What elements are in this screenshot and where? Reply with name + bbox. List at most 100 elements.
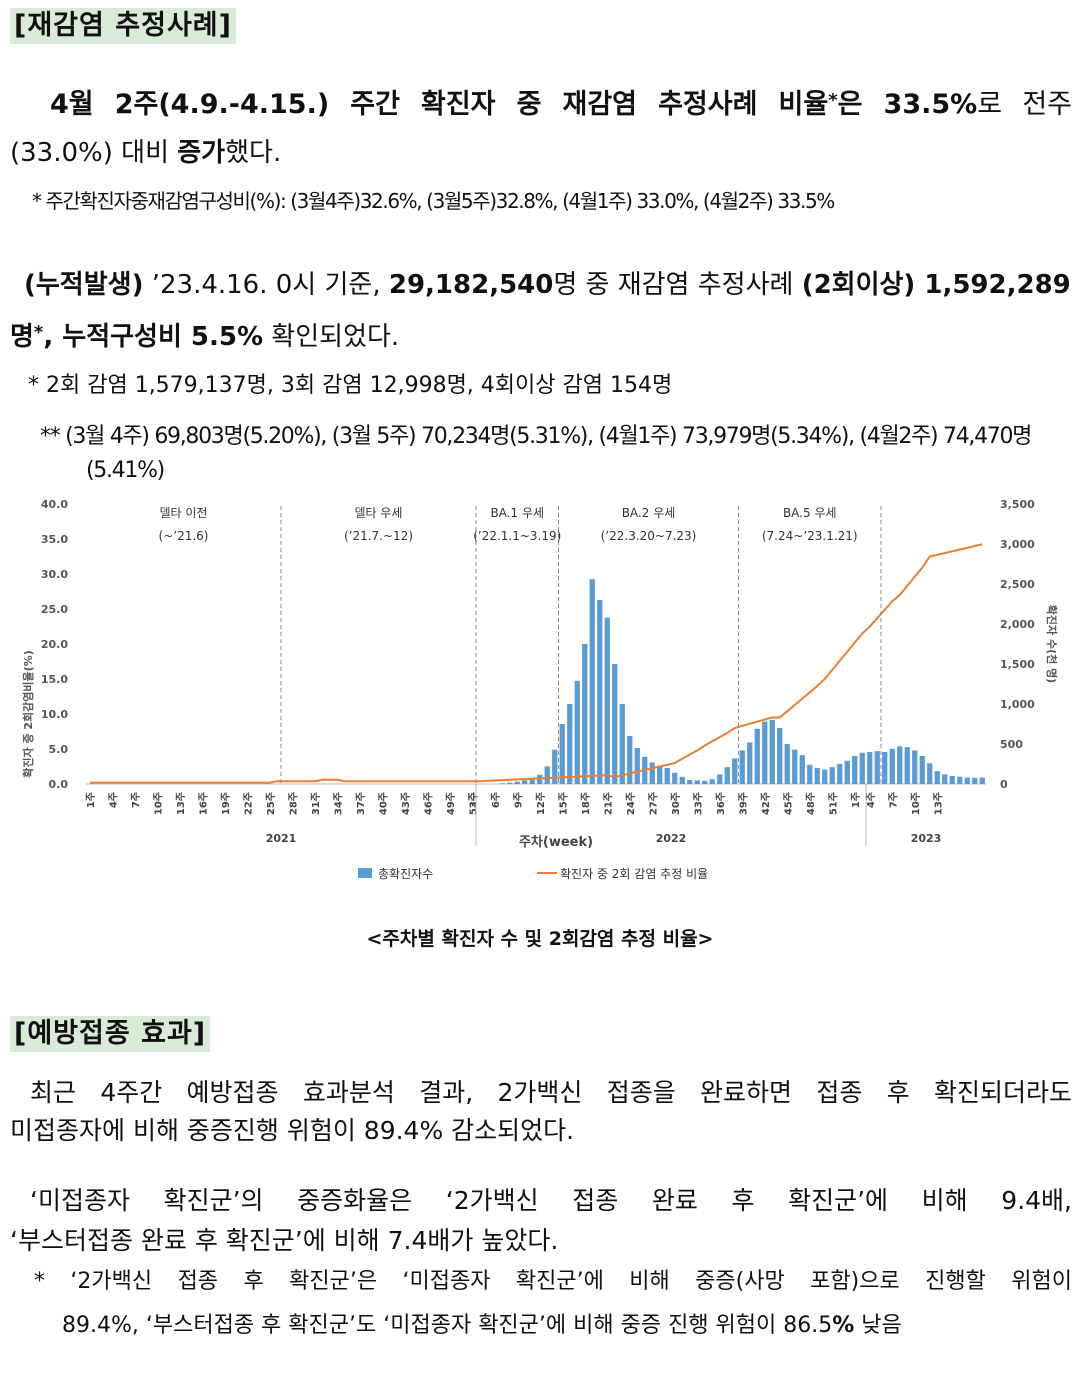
x-tick-label: 3주 xyxy=(467,792,479,808)
bar xyxy=(724,767,730,784)
vaccine-paragraph1-line1: 최근 4주간 예방접종 효과분석 결과, 2가백신 접종을 완료하면 접종 후 … xyxy=(30,1078,1072,1107)
bar xyxy=(559,724,565,784)
vaccine-paragraph2-line1: ‘미접종자 확진군’의 중증화율은 ‘2가백신 접종 완료 후 확진군’에 비해… xyxy=(30,1186,1072,1215)
period-range: (’21.7.~12) xyxy=(344,529,413,543)
left-tick-label: 10.0 xyxy=(41,708,68,721)
vaccine-paragraph1-line2: 미접종자에 비해 중증진행 위험이 89.4% 감소되었다. xyxy=(10,1116,575,1145)
bar xyxy=(942,774,948,784)
weekly-cases-chart: 0.0 5.0 10.0 15.0 20.0 25.0 30.0 35.0 40.0 0 500 1… xyxy=(21,498,1059,881)
bar xyxy=(807,764,813,784)
left-tick-label: 40.0 xyxy=(41,498,68,511)
bar xyxy=(762,721,768,784)
vaccine-note-line2: 89.4%, ‘부스터접종 후 확진군’도 ‘미접종자 확진군’에 비해 중증 … xyxy=(62,1313,902,1338)
x-tick-label: 18주 xyxy=(580,792,592,815)
bar xyxy=(859,752,865,784)
bar xyxy=(657,765,663,784)
x-tick-label: 9주 xyxy=(512,792,524,808)
bar xyxy=(949,776,955,784)
right-tick-label: 2,000 xyxy=(1000,618,1035,631)
period-range: (7.24~’23.1.21) xyxy=(762,529,858,543)
year-labels: 2021 2022 2023 xyxy=(266,784,942,846)
x-tick-label: 21주 xyxy=(602,792,614,815)
bar xyxy=(664,768,670,784)
bar xyxy=(784,744,790,784)
x-tick-label: 33주 xyxy=(692,792,704,815)
bar xyxy=(582,644,588,784)
bar xyxy=(934,771,940,784)
bar xyxy=(634,748,640,784)
chart-caption: <주차별 확진자 수 및 2회감염 추정 비율> xyxy=(366,928,714,950)
bar xyxy=(852,756,858,784)
x-tick-label: 16주 xyxy=(197,792,209,815)
x-tick-label: 15주 xyxy=(557,792,569,815)
bar xyxy=(972,777,978,784)
left-tick-label: 35.0 xyxy=(41,533,68,546)
x-tick-label: 36주 xyxy=(715,792,727,815)
period-name: BA.2 우세 xyxy=(622,506,676,520)
right-tick-label: 2,500 xyxy=(1000,578,1035,591)
left-tick-label: 15.0 xyxy=(41,673,68,686)
bar xyxy=(882,752,888,784)
period-range: (’22.3.20~7.23) xyxy=(601,529,697,543)
x-tick-label: 43주 xyxy=(400,792,412,815)
bar xyxy=(627,736,633,784)
x-tick-label: 28주 xyxy=(287,792,299,815)
bar xyxy=(747,742,753,784)
bar xyxy=(702,780,708,784)
bar xyxy=(522,780,528,784)
x-tick-label: 12주 xyxy=(535,792,547,815)
year-label: 2023 xyxy=(911,832,942,845)
x-tick-label: 13주 xyxy=(175,792,187,815)
x-ticks: 1주 4주 7주 10주 13주 16주 19주 22주 25주 28주 31주 34주 37주 40주 4… xyxy=(85,792,945,815)
bar xyxy=(874,751,880,784)
x-tick-label: 4주 xyxy=(107,792,119,808)
bar xyxy=(829,767,835,784)
bar xyxy=(529,778,535,784)
bar xyxy=(574,680,580,784)
x-tick-label: 27주 xyxy=(647,792,659,815)
x-tick-label: 24주 xyxy=(625,792,637,815)
bar xyxy=(957,776,963,784)
x-tick-label: 46주 xyxy=(422,792,434,815)
x-tick-label: 25주 xyxy=(265,792,277,815)
bar xyxy=(844,760,850,784)
x-tick-label: 4주 xyxy=(865,792,877,808)
period-range: (~’21.6) xyxy=(159,529,209,543)
x-tick-label: 31주 xyxy=(310,792,322,815)
section-title-vaccine-effect: [예방접종 효과] xyxy=(10,1016,211,1052)
x-tick-label: 30주 xyxy=(670,792,682,815)
left-tick-label: 30.0 xyxy=(41,568,68,581)
bar xyxy=(792,749,798,784)
period-labels: 델타 이전 (~’21.6) 델타 우세 (’21.7.~12) BA.1 우세 (’22… xyxy=(159,506,858,543)
x-tick-label: 49주 xyxy=(445,792,457,815)
x-tick-label: 34주 xyxy=(332,792,344,815)
x-tick-label: 48주 xyxy=(805,792,817,815)
bar xyxy=(964,777,970,784)
period-name: BA.5 우세 xyxy=(783,506,837,520)
reinfection-paragraph-line2: (33.0%) 대비 증가했다. xyxy=(10,138,282,168)
x-tick-label: 19주 xyxy=(220,792,232,815)
x-tick-label: 13주 xyxy=(932,792,944,815)
left-axis: 0.0 5.0 10.0 15.0 20.0 25.0 30.0 35.0 40.0 xyxy=(41,498,986,791)
weekly-composition-note: * 주간확진자중재감염구성비(%): (3월4주)32.6%, (3월5주)32… xyxy=(32,189,835,213)
bar xyxy=(769,720,775,784)
bar xyxy=(709,779,715,784)
legend-label-bar: 총확진자수 xyxy=(378,867,433,881)
x-tick-label: 42주 xyxy=(760,792,772,815)
x-tick-label: 7주 xyxy=(887,792,899,808)
x-axis-title: 주차(week) xyxy=(519,834,593,850)
bar xyxy=(889,748,895,784)
bar xyxy=(904,747,910,784)
legend-swatch-bar xyxy=(358,868,372,878)
bar xyxy=(897,746,903,784)
bar xyxy=(739,750,745,784)
left-tick-label: 0.0 xyxy=(49,778,69,791)
period-range: (’22.1.1~3.19) xyxy=(473,529,561,543)
section-title-reinfection: [재감염 추정사례] xyxy=(10,8,236,44)
right-tick-label: 500 xyxy=(1000,738,1023,751)
x-tick-label: 40주 xyxy=(377,792,389,815)
right-tick-label: 0 xyxy=(1000,778,1008,791)
bar xyxy=(672,772,678,784)
right-tick-label: 3,000 xyxy=(1000,538,1035,551)
bar xyxy=(619,704,625,784)
